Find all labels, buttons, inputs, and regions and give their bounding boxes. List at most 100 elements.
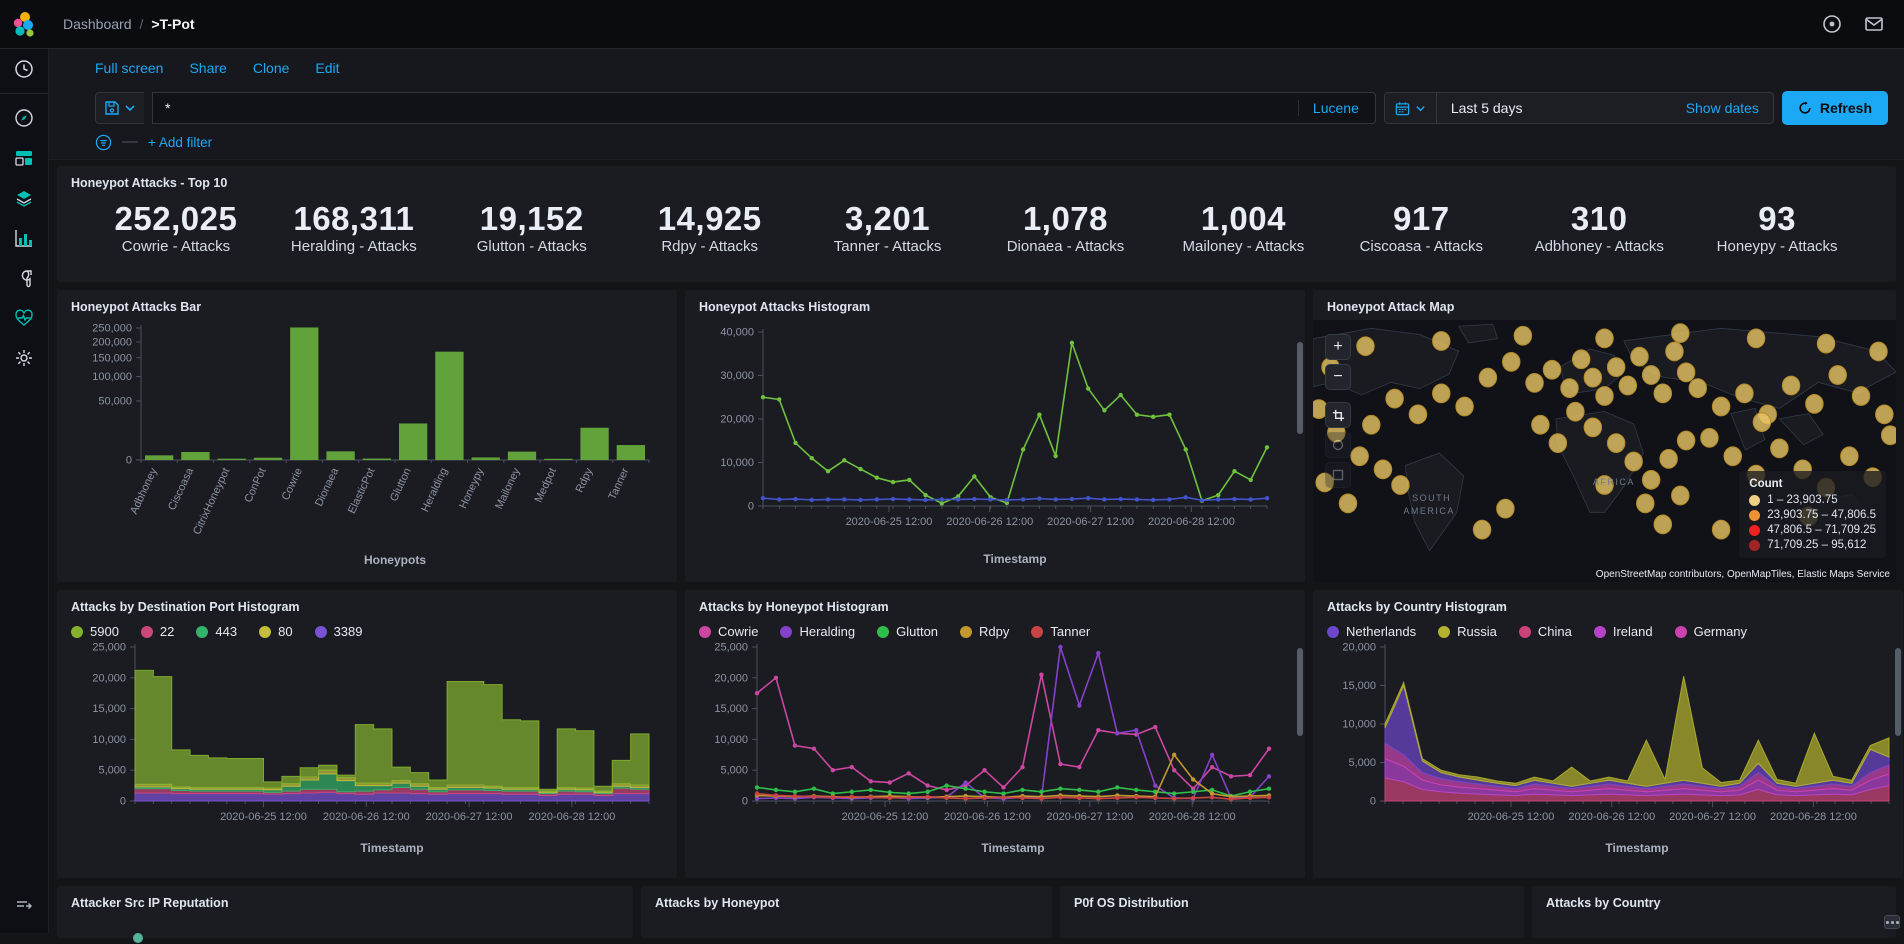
panel-title[interactable]: Attacks by Honeypot Histogram: [685, 590, 1305, 618]
map-zoom-in-button[interactable]: +: [1325, 334, 1351, 360]
panel-title[interactable]: Honeypot Attack Map: [1313, 290, 1896, 318]
map-tool-square-button[interactable]: [1325, 462, 1351, 488]
time-range-value[interactable]: Last 5 days: [1437, 100, 1686, 116]
sidebar-item-uptime[interactable]: [0, 298, 49, 338]
clone-link[interactable]: Clone: [253, 60, 290, 76]
metric-value: 252,025: [87, 200, 265, 238]
legend-item[interactable]: Germany: [1675, 624, 1747, 639]
show-dates-link[interactable]: Show dates: [1686, 100, 1773, 116]
legend-item[interactable]: 5900: [71, 624, 119, 639]
panel-title[interactable]: Attacks by Country: [1532, 886, 1896, 914]
svg-text:Cowrie: Cowrie: [280, 466, 305, 502]
legend-item[interactable]: 80: [259, 624, 292, 639]
collapse-nav-icon[interactable]: [0, 885, 49, 925]
elastic-logo[interactable]: [0, 0, 49, 49]
legend-label: Heralding: [799, 624, 855, 639]
heartbeat-icon: [14, 308, 34, 328]
breadcrumb-separator: /: [140, 16, 144, 32]
panel-title[interactable]: Attacks by Honeypot: [641, 886, 1052, 914]
map-tool-circle-button[interactable]: [1325, 432, 1351, 458]
add-filter-link[interactable]: + Add filter: [148, 135, 212, 150]
attack-map[interactable]: + − Count: [1313, 320, 1896, 582]
refresh-label: Refresh: [1820, 100, 1872, 116]
legend-item[interactable]: 3389: [315, 624, 363, 639]
panel-title[interactable]: P0f OS Distribution: [1060, 886, 1524, 914]
metric-value: 14,925: [621, 200, 799, 238]
breadcrumb-dashboard[interactable]: Dashboard: [63, 16, 132, 32]
panel-title[interactable]: Attacker Src IP Reputation: [57, 886, 633, 914]
metric-value: 310: [1510, 200, 1688, 238]
metric-label: Glutton - Attacks: [443, 238, 621, 255]
query-language-toggle[interactable]: Lucene: [1298, 100, 1363, 116]
dashboard-icon: [14, 148, 34, 168]
legend-item[interactable]: Glutton: [877, 624, 938, 639]
legend-item[interactable]: Rdpy: [960, 624, 1009, 639]
sidebar-item-dashboard[interactable]: [0, 138, 49, 178]
full-screen-link[interactable]: Full screen: [95, 60, 163, 76]
svg-text:Mailoney: Mailoney: [493, 466, 523, 511]
sidebar-item-dev-tools[interactable]: [0, 258, 49, 298]
honeypots-histogram-chart: 05,00010,00015,00020,00025,0002020-06-25…: [685, 639, 1285, 857]
sidebar-item-visualize[interactable]: [0, 218, 49, 258]
panel-title[interactable]: Honeypot Attacks Bar: [57, 290, 677, 318]
legend-item[interactable]: Netherlands: [1327, 624, 1416, 639]
maps-layers-icon: [14, 188, 34, 208]
legend-dot-icon: [1031, 626, 1043, 638]
legend-item[interactable]: Tanner: [1031, 624, 1090, 639]
legend-item[interactable]: Ireland: [1594, 624, 1653, 639]
panel-attacks-by-country-histogram: Attacks by Country Histogram Netherlands…: [1313, 590, 1903, 878]
legend-dot-icon: [960, 626, 972, 638]
svg-text:10,000: 10,000: [720, 457, 754, 469]
sidebar-item-discover[interactable]: [0, 98, 49, 138]
date-quick-select-button[interactable]: [1385, 93, 1437, 123]
legend-item[interactable]: 22: [141, 624, 174, 639]
panel-scrollbar[interactable]: [1895, 648, 1901, 736]
metric-value: 93: [1688, 200, 1866, 238]
panel-title[interactable]: Honeypot Attacks Histogram: [685, 290, 1305, 318]
saved-query-menu-button[interactable]: [95, 92, 144, 124]
legend-item[interactable]: 443: [196, 624, 237, 639]
svg-text:2020-06-26 12:00: 2020-06-26 12:00: [944, 811, 1031, 823]
svg-text:100,000: 100,000: [92, 371, 132, 383]
newsfeed-envelope-icon[interactable]: [1864, 14, 1884, 34]
panel-scrollbar[interactable]: [1297, 342, 1303, 434]
map-legend-dot-icon: [1749, 510, 1760, 521]
svg-text:5,000: 5,000: [1348, 757, 1376, 769]
svg-text:Glutton: Glutton: [388, 466, 414, 503]
sidebar-item-maps[interactable]: [0, 178, 49, 218]
legend-dot-icon: [1675, 626, 1687, 638]
search-query-input[interactable]: * Lucene: [152, 92, 1376, 124]
help-icon[interactable]: [1822, 14, 1842, 34]
legend-item[interactable]: Russia: [1438, 624, 1497, 639]
map-zoom-out-button[interactable]: −: [1325, 364, 1351, 390]
page-corner-handle[interactable]: [1884, 915, 1900, 929]
legend-item[interactable]: Heralding: [780, 624, 855, 639]
edit-link[interactable]: Edit: [315, 60, 339, 76]
map-fit-bounds-button[interactable]: [1325, 402, 1351, 428]
legend-item[interactable]: Cowrie: [699, 624, 758, 639]
filter-icon[interactable]: [95, 134, 112, 151]
panel-scrollbar[interactable]: [1297, 648, 1303, 736]
panel-title[interactable]: Attacks by Country Histogram: [1313, 590, 1903, 618]
svg-text:15,000: 15,000: [92, 703, 126, 715]
refresh-button[interactable]: Refresh: [1782, 91, 1888, 125]
svg-text:0: 0: [1370, 796, 1376, 808]
svg-text:20,000: 20,000: [714, 672, 748, 684]
svg-text:2020-06-25 12:00: 2020-06-25 12:00: [846, 516, 933, 528]
metric-value: 168,311: [265, 200, 443, 238]
legend-item[interactable]: China: [1519, 624, 1572, 639]
svg-text:250,000: 250,000: [92, 323, 132, 335]
sidebar-item-management[interactable]: [0, 338, 49, 378]
panel-title[interactable]: Honeypot Attacks - Top 10: [57, 166, 1896, 194]
recent-clock-icon[interactable]: [0, 49, 49, 89]
share-link[interactable]: Share: [189, 60, 226, 76]
panel-title[interactable]: Attacks by Destination Port Histogram: [57, 590, 677, 618]
legend-label: Germany: [1694, 624, 1747, 639]
map-attribution: OpenStreetMap contributors, OpenMapTiles…: [1590, 567, 1896, 582]
svg-text:50,000: 50,000: [98, 395, 132, 407]
map-legend-dot-icon: [1749, 540, 1760, 551]
